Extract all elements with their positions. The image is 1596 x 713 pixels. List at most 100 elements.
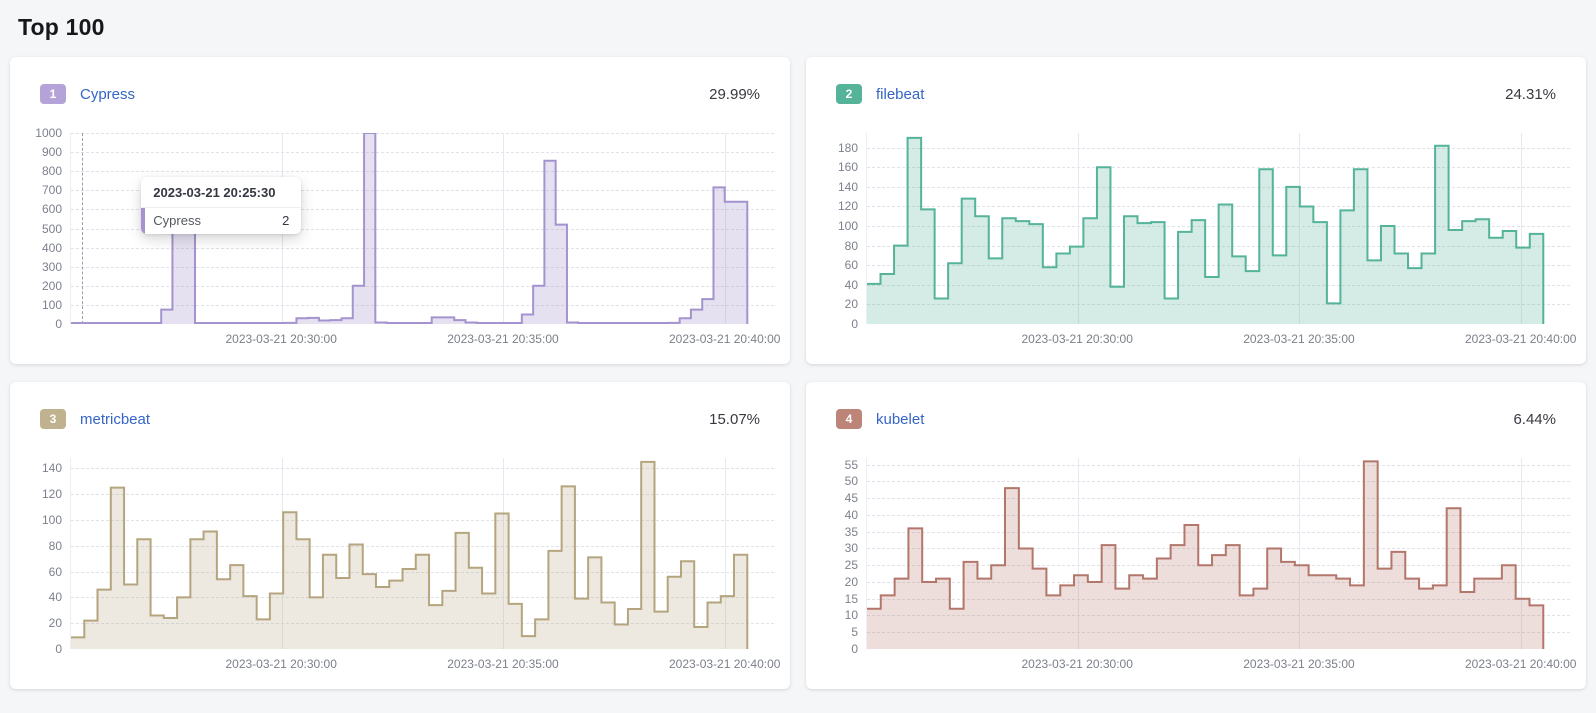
y-tick-label: 0 — [851, 317, 858, 331]
horizontal-gridline — [867, 514, 1570, 516]
x-tick-label: 2023-03-21 20:35:00 — [447, 657, 559, 671]
plot-area[interactable] — [70, 458, 774, 649]
horizontal-gridline — [71, 133, 774, 134]
rank-badge: 4 — [836, 409, 862, 429]
horizontal-gridline — [867, 464, 1570, 466]
x-tick-label: 2023-03-21 20:40:00 — [669, 332, 781, 346]
x-axis: 2023-03-21 20:30:00 2023-03-21 20:35:00 20… — [70, 324, 780, 348]
series-name-link[interactable]: kubelet — [876, 410, 925, 428]
step-area-chart: 0 20 40 60 80 100 120 140 160 180 2023-03-21 20:3… — [822, 133, 1576, 348]
x-tick-label: 2023-03-21 20:30:00 — [1021, 657, 1133, 671]
horizontal-gridline — [867, 481, 1570, 483]
plot-area[interactable] — [866, 458, 1570, 649]
y-tick-label: 80 — [844, 238, 858, 253]
y-tick-label: 300 — [41, 259, 62, 274]
y-tick-label: 0 — [55, 317, 62, 331]
y-tick-label: 15 — [844, 591, 858, 606]
x-tick-label: 2023-03-21 20:40:00 — [1465, 332, 1577, 346]
rank-badge: 2 — [836, 84, 862, 104]
y-tick-label: 55 — [844, 457, 858, 472]
horizontal-gridline — [71, 304, 774, 306]
crosshair-line — [81, 133, 83, 324]
x-tick-label: 2023-03-21 20:35:00 — [1243, 657, 1355, 671]
percentage-value: 15.07% — [709, 410, 760, 428]
vertical-gridline — [724, 458, 726, 649]
series-area — [71, 458, 774, 649]
y-tick-label: 20 — [844, 574, 858, 589]
y-tick-label: 100 — [41, 297, 62, 312]
charts-grid: 1 Cypress 29.99% 0 100 200 300 400 500 600 700 8… — [0, 57, 1596, 689]
y-tick-label: 900 — [41, 145, 62, 160]
rank-badge: 1 — [40, 84, 66, 104]
y-axis: 0 100 200 300 400 500 600 700 800 900 1000 — [26, 126, 70, 331]
horizontal-gridline — [867, 498, 1570, 500]
horizontal-gridline — [71, 545, 774, 547]
step-area-chart: 0 20 40 60 80 100 120 140 2023-03-21 20:30:00 20… — [26, 458, 780, 673]
y-tick-label: 800 — [41, 164, 62, 179]
y-tick-label: 10 — [844, 608, 858, 623]
tooltip-timestamp: 2023-03-21 20:25:30 — [141, 177, 302, 208]
series-name-link[interactable]: metricbeat — [80, 410, 151, 428]
series-name-link[interactable]: filebeat — [876, 85, 925, 103]
plot-area[interactable]: 2023-03-21 20:25:30 Cypress 2 — [70, 133, 774, 324]
y-tick-label: 50 — [844, 474, 858, 489]
y-axis: 0 5 10 15 20 25 30 35 40 45 50 55 — [822, 457, 866, 656]
x-tick-label: 2023-03-21 20:30:00 — [1021, 332, 1133, 346]
horizontal-gridline — [71, 266, 774, 268]
horizontal-gridline — [867, 632, 1570, 634]
vertical-gridline — [503, 458, 505, 649]
card-header: 3 metricbeat 15.07% — [26, 398, 774, 432]
series-area — [867, 458, 1570, 649]
chart-tooltip: 2023-03-21 20:25:30 Cypress 2 — [141, 176, 302, 234]
y-tick-label: 0 — [55, 642, 62, 656]
y-tick-label: 500 — [41, 221, 62, 236]
horizontal-gridline — [867, 147, 1570, 149]
horizontal-gridline — [867, 598, 1570, 600]
y-tick-label: 40 — [844, 507, 858, 522]
y-tick-label: 20 — [844, 297, 858, 312]
y-tick-label: 25 — [844, 558, 858, 573]
vertical-gridline — [1520, 133, 1522, 324]
series-area — [71, 133, 774, 324]
y-tick-label: 140 — [41, 461, 62, 476]
percentage-value: 24.31% — [1505, 85, 1556, 103]
horizontal-gridline — [71, 171, 774, 173]
horizontal-gridline — [71, 228, 774, 230]
x-axis: 2023-03-21 20:30:00 2023-03-21 20:35:00 20… — [866, 324, 1576, 348]
vertical-gridline — [1299, 458, 1301, 649]
x-tick-label: 2023-03-21 20:35:00 — [447, 332, 559, 346]
chart-card-metricbeat: 3 metricbeat 15.07% 0 20 40 60 80 100 120 140 2… — [10, 382, 790, 689]
chart-card-cypress: 1 Cypress 29.99% 0 100 200 300 400 500 600 700 8… — [10, 57, 790, 364]
y-tick-label: 120 — [41, 487, 62, 502]
x-tick-label: 2023-03-21 20:40:00 — [1465, 657, 1577, 671]
horizontal-gridline — [867, 548, 1570, 550]
y-tick-label: 180 — [837, 140, 858, 155]
y-tick-label: 20 — [48, 616, 62, 631]
y-axis: 0 20 40 60 80 100 120 140 160 180 — [822, 133, 866, 331]
series-name-link[interactable]: Cypress — [80, 85, 136, 103]
plot-area[interactable] — [866, 133, 1570, 324]
tooltip-series-label: Cypress — [153, 213, 201, 229]
chart-card-kubelet: 4 kubelet 6.44% 0 5 10 15 20 25 30 35 40 45 50 55 2… — [806, 382, 1586, 689]
horizontal-gridline — [71, 285, 774, 287]
percentage-value: 6.44% — [1513, 410, 1556, 428]
vertical-gridline — [1520, 458, 1522, 649]
y-tick-label: 1000 — [35, 126, 62, 140]
y-tick-label: 60 — [844, 258, 858, 273]
y-tick-label: 700 — [41, 183, 62, 198]
vertical-gridline — [1299, 133, 1301, 324]
card-header: 4 kubelet 6.44% — [822, 398, 1570, 432]
vertical-gridline — [503, 133, 505, 324]
x-axis: 2023-03-21 20:30:00 2023-03-21 20:35:00 20… — [70, 649, 780, 673]
step-area-chart: 0 100 200 300 400 500 600 700 800 900 1000 2023-03… — [26, 126, 780, 348]
y-tick-label: 120 — [837, 199, 858, 214]
horizontal-gridline — [867, 581, 1570, 583]
card-header: 1 Cypress 29.99% — [26, 73, 774, 107]
step-area-chart: 0 5 10 15 20 25 30 35 40 45 50 55 2023-03-21 20:30:… — [822, 457, 1577, 673]
x-axis: 2023-03-21 20:30:00 2023-03-21 20:35:00 20… — [866, 649, 1576, 673]
horizontal-gridline — [867, 284, 1570, 286]
horizontal-gridline — [867, 531, 1570, 533]
card-header: 2 filebeat 24.31% — [822, 73, 1570, 107]
y-tick-label: 100 — [41, 512, 62, 527]
